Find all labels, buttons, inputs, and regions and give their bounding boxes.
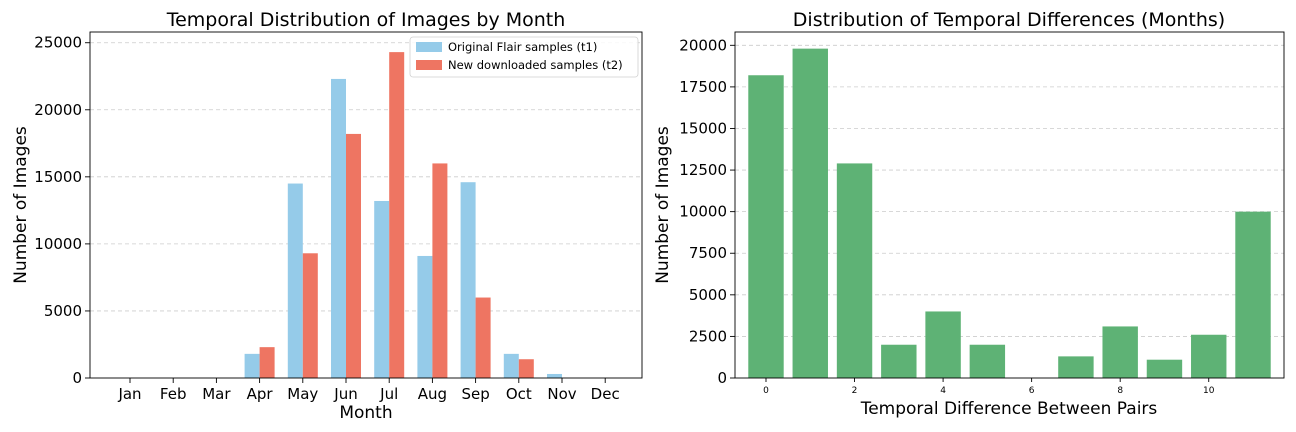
bar-t2-oct bbox=[518, 359, 534, 378]
chart1-x-tick-label: Jun bbox=[333, 385, 357, 403]
bar-t2-aug bbox=[432, 163, 448, 378]
chart2-x-tick-label: 8 bbox=[1117, 386, 1123, 396]
bar-diff-11 bbox=[1235, 211, 1271, 378]
bar-t1-oct bbox=[503, 353, 519, 378]
chart2-x-tick-label: 10 bbox=[1203, 386, 1215, 396]
chart2-y-axis-label: Number of Images bbox=[653, 126, 673, 284]
chart1-y-tick-label: 0 bbox=[72, 369, 82, 387]
chart1-x-tick-label: Sep bbox=[461, 385, 489, 403]
chart2-y-tick-label: 10000 bbox=[679, 203, 727, 221]
chart1-x-tick-label: Feb bbox=[160, 385, 187, 403]
bar-diff-9 bbox=[1146, 359, 1183, 378]
chart1-gridlines bbox=[90, 42, 642, 312]
bar-t1-aug bbox=[417, 255, 433, 378]
chart1-y-tick-label: 20000 bbox=[34, 101, 82, 119]
chart1-y-ticks: 0 5000 10000 15000 20000 25000 bbox=[34, 34, 90, 387]
chart2-y-tick-label: 20000 bbox=[679, 36, 727, 54]
chart2-x-ticks: 0 2 4 6 8 10 bbox=[763, 378, 1215, 396]
chart1-y-tick-label: 10000 bbox=[34, 235, 82, 253]
legend-label-t2: New downloaded samples (t2) bbox=[448, 58, 623, 72]
chart2-x-tick-label: 2 bbox=[852, 386, 858, 396]
chart1-x-tick-label: Mar bbox=[202, 385, 231, 403]
chart2-bars bbox=[748, 48, 1271, 379]
chart2-y-tick-label: 12500 bbox=[679, 161, 727, 179]
bar-diff-3 bbox=[881, 344, 917, 378]
bar-t1-nov bbox=[547, 373, 562, 378]
chart1-y-axis-label: Number of Images bbox=[11, 126, 31, 284]
chart2-y-tick-label: 17500 bbox=[679, 78, 727, 96]
bar-t1-apr bbox=[244, 353, 260, 378]
chart2-y-ticks: 0 2500 5000 7500 10000 12500 15000 17500 20000 bbox=[679, 36, 735, 387]
chart1-y-tick-label: 5000 bbox=[44, 302, 82, 320]
bar-t2-jul bbox=[389, 52, 405, 379]
chart1-y-tick-label: 25000 bbox=[34, 34, 82, 52]
chart1-x-tick-label: Nov bbox=[547, 385, 576, 403]
legend-label-t1: Original Flair samples (t1) bbox=[448, 40, 597, 54]
legend-swatch-t1 bbox=[416, 42, 442, 52]
bar-diff-0 bbox=[748, 75, 784, 378]
bar-t1-may bbox=[287, 183, 303, 378]
chart1-x-tick-label: Oct bbox=[506, 385, 532, 403]
chart1-x-ticks: Jan Feb Mar Apr May Jun Jul Aug Sep Oct Nov Dec bbox=[117, 378, 620, 403]
bar-diff-4 bbox=[925, 311, 961, 378]
chart2-x-axis-label: Temporal Difference Between Pairs bbox=[860, 399, 1158, 419]
chart1-x-axis-label: Month bbox=[339, 403, 392, 423]
chart1-x-tick-label: Jul bbox=[379, 385, 398, 403]
bar-t2-apr bbox=[259, 347, 275, 378]
chart2-title: Distribution of Temporal Differences (Mo… bbox=[793, 9, 1225, 31]
chart1-x-tick-label: May bbox=[287, 385, 318, 403]
bar-diff-2 bbox=[836, 163, 873, 378]
chart2-y-tick-label: 15000 bbox=[679, 119, 727, 137]
chart2-y-tick-label: 2500 bbox=[689, 327, 727, 345]
chart1-x-tick-label: Aug bbox=[418, 385, 447, 403]
chart2-y-tick-label: 0 bbox=[717, 369, 727, 387]
legend-swatch-t2 bbox=[416, 60, 442, 70]
monthly-distribution-chart: Temporal Distribution of Images by Month… bbox=[11, 9, 643, 423]
chart1-title: Temporal Distribution of Images by Month bbox=[166, 9, 566, 31]
bar-t1-sep bbox=[460, 182, 476, 378]
bar-t2-sep bbox=[475, 297, 491, 378]
chart2-axes-frame bbox=[734, 31, 1285, 379]
chart1-x-tick-label: Jan bbox=[117, 385, 141, 403]
bar-t1-jun bbox=[331, 78, 346, 378]
chart1-x-tick-label: Dec bbox=[591, 385, 620, 403]
chart2-x-tick-label: 6 bbox=[1029, 386, 1035, 396]
chart2-y-tick-label: 7500 bbox=[689, 244, 727, 262]
chart1-bars bbox=[244, 52, 562, 379]
bar-t2-may bbox=[302, 253, 318, 378]
bar-t1-jul bbox=[374, 200, 390, 378]
bar-diff-10 bbox=[1191, 334, 1227, 378]
bar-diff-1 bbox=[792, 48, 828, 379]
chart1-x-tick-label: Apr bbox=[247, 385, 274, 403]
bar-t2-jun bbox=[346, 133, 361, 378]
chart1-legend: Original Flair samples (t1) New download… bbox=[409, 36, 639, 78]
bar-diff-5 bbox=[969, 344, 1006, 378]
bar-diff-8 bbox=[1102, 326, 1138, 378]
legend-frame bbox=[409, 36, 639, 78]
chart1-y-tick-label: 15000 bbox=[34, 168, 82, 186]
bar-diff-7 bbox=[1058, 356, 1094, 378]
chart2-y-tick-label: 5000 bbox=[689, 286, 727, 304]
chart2-x-tick-label: 4 bbox=[940, 386, 946, 396]
chart1-axes-frame bbox=[89, 31, 643, 379]
temporal-differences-chart: Distribution of Temporal Differences (Mo… bbox=[653, 9, 1285, 419]
chart2-x-tick-label: 0 bbox=[763, 386, 769, 396]
